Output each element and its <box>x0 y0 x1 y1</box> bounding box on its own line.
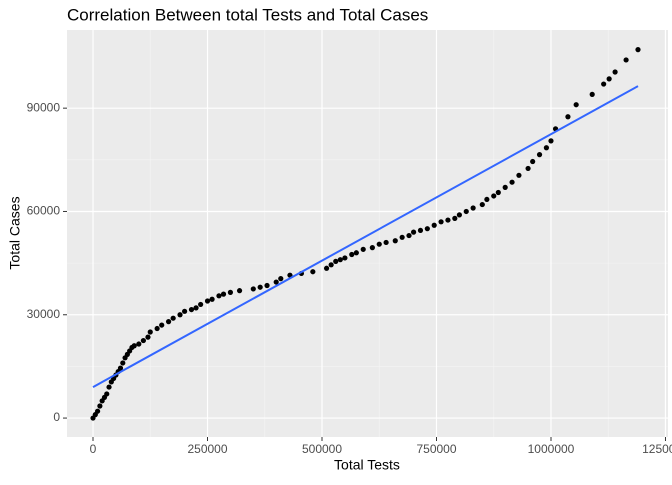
point <box>516 172 522 178</box>
point <box>601 81 607 87</box>
point <box>204 298 211 304</box>
point <box>360 246 366 252</box>
point <box>106 384 112 390</box>
point <box>104 391 110 397</box>
point <box>502 184 508 190</box>
point <box>94 408 101 414</box>
point <box>410 229 417 235</box>
point <box>536 152 543 158</box>
point <box>565 114 571 120</box>
point <box>438 219 444 225</box>
point <box>509 179 515 185</box>
point <box>287 272 293 278</box>
point <box>236 288 243 294</box>
point <box>273 279 279 285</box>
point <box>342 255 348 261</box>
point <box>445 217 451 223</box>
x-tick-label: 250000 <box>187 442 227 456</box>
x-tick-label: 1000000 <box>528 442 575 456</box>
point <box>376 241 382 247</box>
point <box>188 306 195 313</box>
point <box>165 319 172 325</box>
point <box>145 334 151 340</box>
point <box>182 308 188 314</box>
point <box>323 265 330 271</box>
point <box>333 258 339 264</box>
trend-line <box>92 85 639 388</box>
point <box>606 76 612 82</box>
point <box>154 325 160 332</box>
point <box>456 212 462 218</box>
x-tick-label: 0 <box>90 442 97 456</box>
point <box>227 289 234 295</box>
point <box>406 232 412 239</box>
x-tick-label: 1250000 <box>642 442 672 456</box>
point <box>97 403 103 409</box>
point <box>136 341 142 347</box>
point <box>159 322 165 328</box>
point <box>399 234 405 240</box>
point <box>209 296 215 302</box>
point <box>392 238 398 244</box>
point <box>170 315 176 321</box>
x-axis-title: Total Tests <box>334 457 400 473</box>
y-axis-title: Total Cases <box>7 196 23 269</box>
point <box>310 269 316 275</box>
point <box>337 257 343 263</box>
point <box>383 239 389 246</box>
point <box>328 262 334 268</box>
point <box>479 201 485 208</box>
point <box>257 284 263 290</box>
point <box>220 291 227 297</box>
point <box>216 293 222 299</box>
y-tick-label: 90000 <box>27 100 61 114</box>
point <box>573 102 579 108</box>
point <box>264 282 270 289</box>
point <box>470 205 476 211</box>
panel <box>67 30 668 437</box>
point <box>612 69 618 75</box>
point <box>424 226 430 232</box>
point <box>543 145 550 151</box>
point <box>131 343 137 349</box>
point <box>530 158 536 165</box>
point <box>117 365 124 371</box>
point <box>495 189 501 196</box>
point <box>525 165 531 172</box>
point <box>198 301 204 308</box>
point <box>193 305 199 311</box>
point <box>278 276 284 282</box>
x-tick-label: 500000 <box>302 442 342 456</box>
x-tick-label: 750000 <box>416 442 456 456</box>
point <box>431 222 437 228</box>
point <box>491 193 497 199</box>
point <box>417 227 424 234</box>
point <box>452 215 458 221</box>
point <box>140 337 146 344</box>
point <box>120 360 126 366</box>
y-tick-label: 60000 <box>27 204 61 218</box>
chart-title: Correlation Between total Tests and Tota… <box>67 5 428 24</box>
point <box>589 91 595 97</box>
point <box>349 251 355 258</box>
point <box>250 286 256 292</box>
point <box>177 312 183 318</box>
y-tick-label: 30000 <box>27 307 61 321</box>
point <box>353 250 359 256</box>
point <box>147 329 153 335</box>
point <box>484 196 490 203</box>
point <box>635 47 641 53</box>
point <box>548 138 554 144</box>
point <box>623 57 629 63</box>
point <box>369 245 375 251</box>
y-tick-label: 0 <box>53 410 60 424</box>
point <box>463 208 469 215</box>
